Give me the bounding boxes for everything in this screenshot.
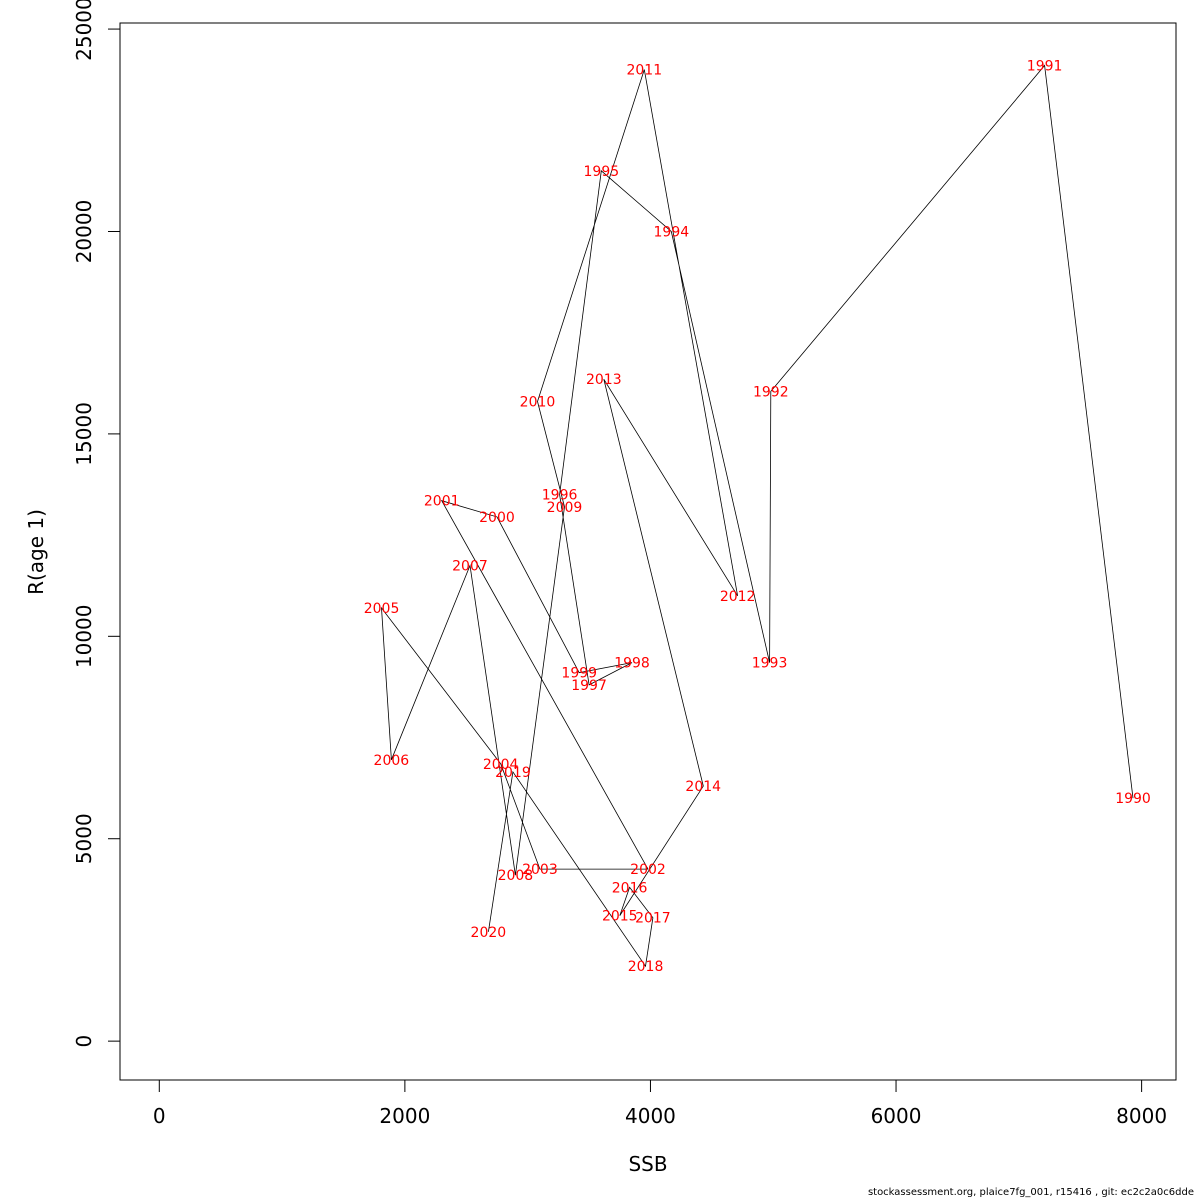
point-label: 2016	[612, 880, 648, 896]
point-label: 1996	[542, 488, 578, 504]
x-axis-title: SSB	[628, 1152, 667, 1176]
footer-text: stockassessment.org, plaice7fg_001, r154…	[867, 1187, 1194, 1198]
y-tick-label: 20000	[72, 200, 96, 264]
axes: 0 2000 4000 6000 8000 0 5000 10000 15000 20000 250…	[72, 0, 1167, 1128]
y-tick-label: 0	[72, 1035, 96, 1048]
y-tick-label: 15000	[72, 402, 96, 466]
x-tick-label: 2000	[379, 1104, 430, 1128]
point-label: 1998	[614, 656, 650, 672]
y-axis-title: R(age 1)	[24, 509, 48, 595]
point-label: 2018	[628, 959, 664, 975]
x-tick-label: 6000	[871, 1104, 922, 1128]
point-label: 2014	[685, 779, 721, 795]
point-labels: 1990 1991 1992 1993 1994 1995 1996 1997 1998 1999…	[364, 59, 1151, 976]
point-label: 2004	[483, 757, 519, 773]
point-label: 2020	[471, 925, 507, 941]
point-label: 2013	[586, 372, 622, 388]
point-label: 2001	[424, 494, 460, 510]
point-label: 2019	[495, 765, 531, 781]
point-label: 1992	[753, 384, 789, 400]
point-label: 1997	[571, 678, 607, 694]
point-label: 2008	[498, 868, 534, 884]
point-label: 2007	[452, 558, 488, 574]
point-label: 2009	[547, 500, 583, 516]
point-label: 2015	[602, 909, 638, 925]
point-label: 2005	[364, 601, 400, 617]
point-label: 2011	[626, 63, 662, 79]
point-label: 2000	[479, 510, 515, 526]
series-path	[381, 64, 1134, 968]
point-label: 1990	[1115, 791, 1151, 807]
y-tick-label: 25000	[72, 0, 96, 61]
x-tick-label: 4000	[625, 1104, 676, 1128]
x-tick-label: 0	[153, 1104, 166, 1128]
point-label: 2003	[522, 862, 558, 878]
y-tick-label: 10000	[72, 604, 96, 668]
point-label: 2017	[635, 911, 671, 927]
point-label: 1993	[752, 656, 788, 672]
series-line	[381, 64, 1134, 968]
point-label: 2012	[720, 589, 756, 605]
point-label: 1994	[654, 224, 690, 240]
point-label: 1991	[1027, 59, 1063, 75]
point-label: 2002	[630, 862, 666, 878]
x-tick-label: 8000	[1116, 1104, 1167, 1128]
y-tick-label: 5000	[72, 813, 96, 864]
point-label: 1995	[584, 164, 620, 180]
point-label: 1999	[561, 666, 597, 682]
point-label: 2010	[520, 395, 556, 411]
point-label: 2006	[374, 753, 410, 769]
